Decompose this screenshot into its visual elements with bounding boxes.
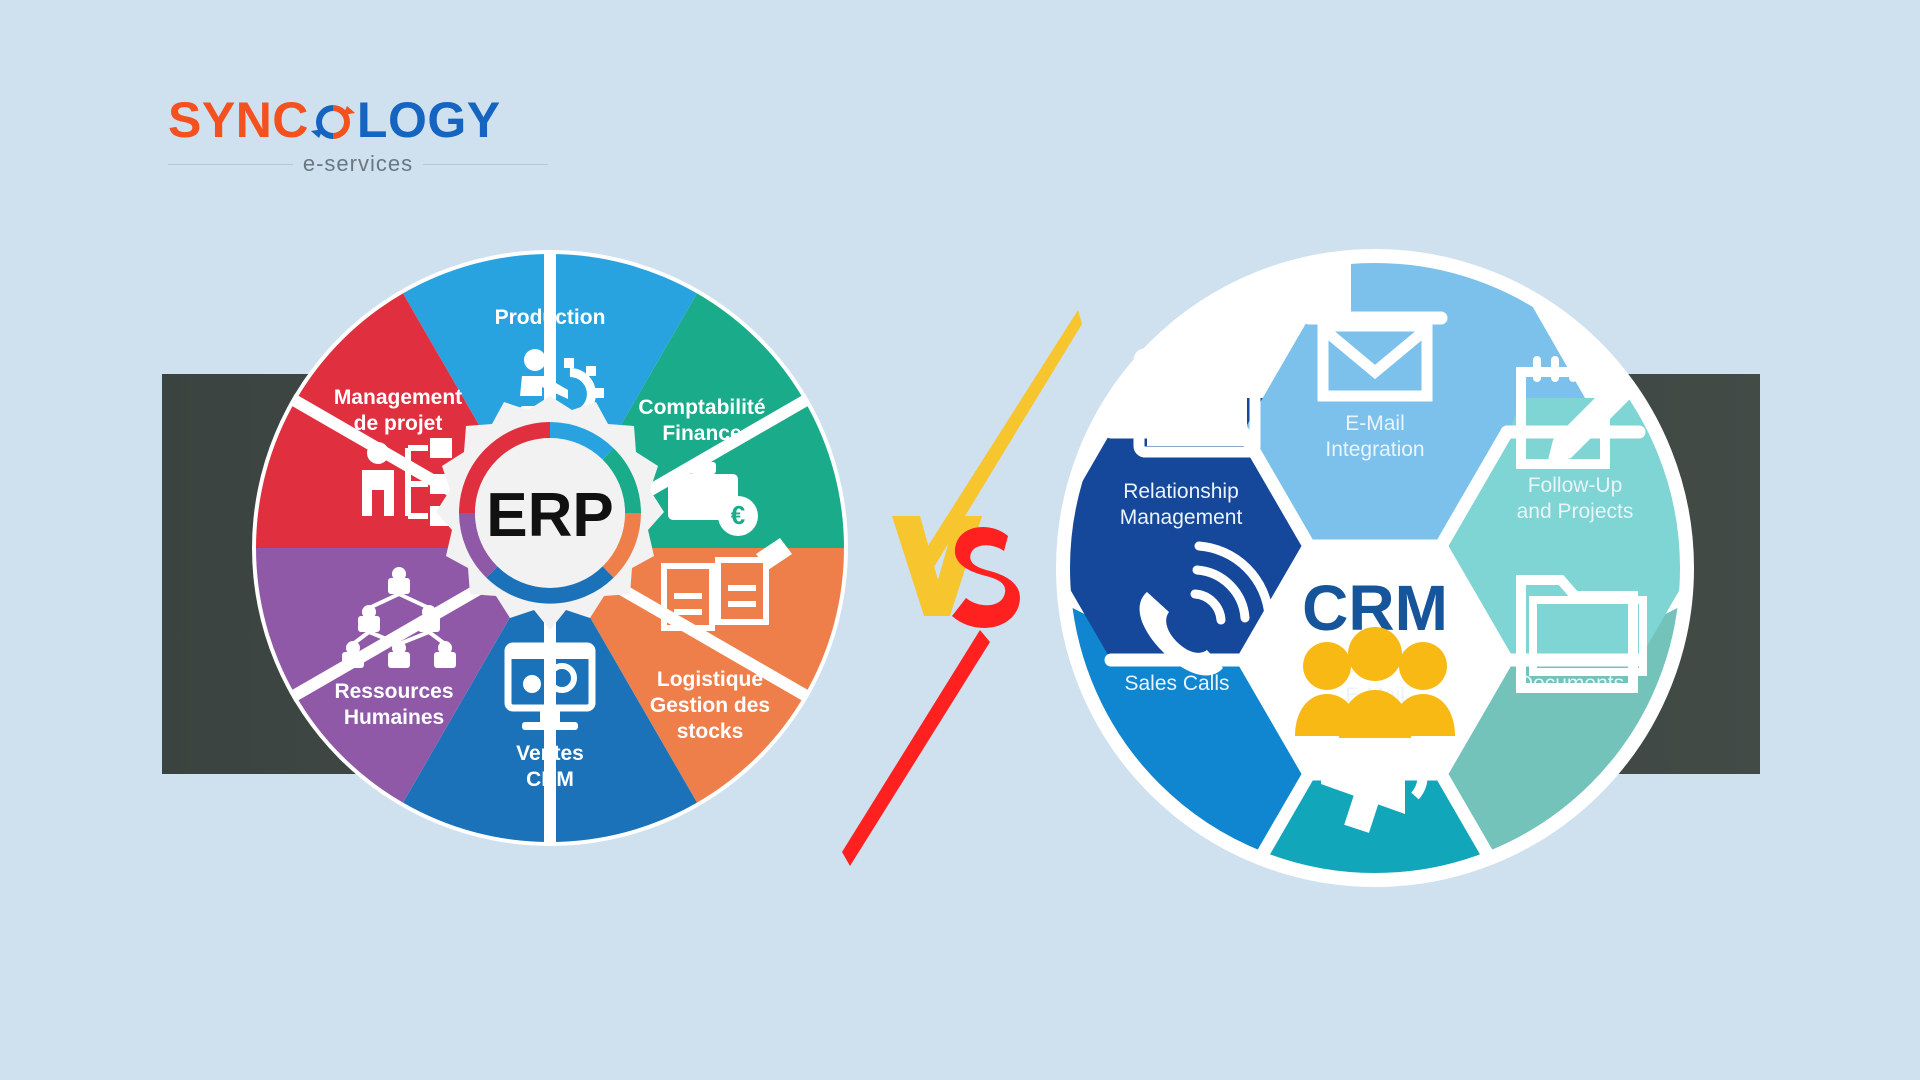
brand-name-part2: LOGY bbox=[356, 92, 501, 148]
brand-tagline: e-services bbox=[302, 151, 414, 176]
erp-label-ressources-l2: Humaines bbox=[344, 706, 444, 729]
erp-segment-logistique[interactable] bbox=[550, 548, 844, 803]
erp-label-logistique-l2: Gestion des bbox=[650, 694, 770, 717]
erp-label-management-l1: Management bbox=[334, 386, 462, 409]
erp-icon-comptabilite: € bbox=[668, 462, 758, 536]
crm-label-email-integration-l2: Integration bbox=[1325, 438, 1424, 461]
versus-red-streak bbox=[842, 630, 990, 866]
erp-center-label: ERP bbox=[486, 481, 613, 550]
versus-mark bbox=[830, 300, 1090, 880]
versus-yellow-streak bbox=[914, 310, 1082, 580]
crm-icon-notepad-pencil bbox=[1516, 356, 1637, 469]
erp-label-logistique-l1: Logistique bbox=[657, 668, 763, 691]
erp-wheel-diagram: Production Comptabilité Finance Logistiq… bbox=[250, 248, 850, 848]
crm-label-followup-l2: and Projects bbox=[1517, 500, 1634, 523]
crm-icon-folder bbox=[1516, 575, 1647, 693]
erp-label-ventes-l2: CRM bbox=[526, 768, 574, 791]
crm-icon-calendar bbox=[1133, 338, 1261, 458]
erp-label-management-l2: de projet bbox=[354, 412, 443, 435]
erp-segment-ressources-humaines[interactable] bbox=[250, 421, 550, 803]
erp-icon-ressources-humaines bbox=[342, 567, 456, 668]
versus-letter-s bbox=[952, 526, 1020, 628]
erp-icon-ventes-crm bbox=[504, 642, 596, 730]
crm-icon-megaphone bbox=[1321, 738, 1428, 833]
brand-wordmark: SYNC LOGY bbox=[168, 95, 548, 145]
crm-label-followup-l1: Follow-Up bbox=[1528, 474, 1623, 497]
crm-wheel-diagram: E-Mail Integration Follow-Up and Project… bbox=[1055, 248, 1695, 888]
erp-label-ressources-l1: Ressources bbox=[334, 680, 453, 703]
crm-center-people-icon bbox=[1295, 627, 1455, 738]
brand-name-part1: SYNC bbox=[168, 92, 309, 148]
erp-icon-logistique bbox=[661, 557, 769, 631]
crm-label-sales-calls: Sales Calls bbox=[1124, 672, 1229, 695]
crm-label-relationship-l1: Relationship bbox=[1123, 480, 1239, 503]
crm-label-relationship-l2: Management bbox=[1120, 506, 1243, 529]
erp-label-ventes-l1: Ventes bbox=[516, 742, 584, 765]
erp-label-comptabilite-l2: Finance bbox=[662, 422, 741, 445]
brand-logo[interactable]: SYNC LOGY e-services bbox=[168, 95, 548, 185]
svg-text:€: € bbox=[731, 500, 745, 530]
erp-label-production: Production bbox=[495, 306, 606, 329]
erp-icon-logistique-pencil bbox=[756, 538, 792, 570]
sync-arrow-icon bbox=[310, 97, 356, 143]
tagline-rule-left bbox=[168, 163, 293, 165]
crm-label-email-integration-l1: E-Mail bbox=[1345, 412, 1405, 435]
crm-icon-phone-signal bbox=[1139, 541, 1274, 676]
tagline-rule-right bbox=[423, 163, 548, 165]
crm-icon-envelope bbox=[1317, 320, 1433, 402]
brand-tagline-row: e-services bbox=[168, 151, 548, 177]
erp-label-comptabilite-l1: Comptabilité bbox=[638, 396, 765, 419]
erp-label-logistique-l3: stocks bbox=[677, 720, 744, 743]
